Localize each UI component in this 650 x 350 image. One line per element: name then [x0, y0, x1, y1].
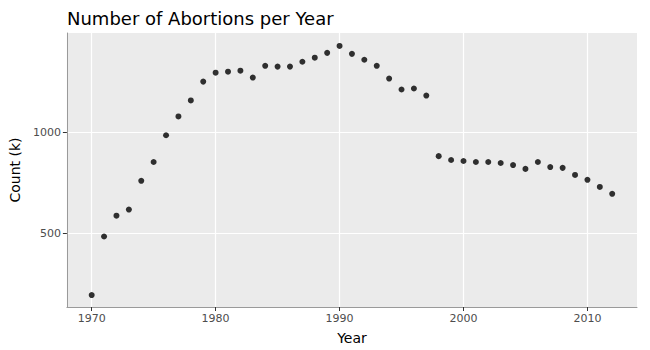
svg-text:1970: 1970 [78, 312, 106, 325]
svg-text:500: 500 [40, 227, 61, 240]
svg-text:Year: Year [336, 330, 367, 346]
svg-text:1990: 1990 [326, 312, 354, 325]
svg-text:2000: 2000 [449, 312, 477, 325]
svg-text:1000: 1000 [33, 126, 61, 139]
svg-text:1980: 1980 [202, 312, 230, 325]
svg-text:Count (k): Count (k) [7, 137, 23, 202]
svg-text:2010: 2010 [573, 312, 601, 325]
svg-text:Number of Abortions per Year: Number of Abortions per Year [67, 8, 334, 29]
